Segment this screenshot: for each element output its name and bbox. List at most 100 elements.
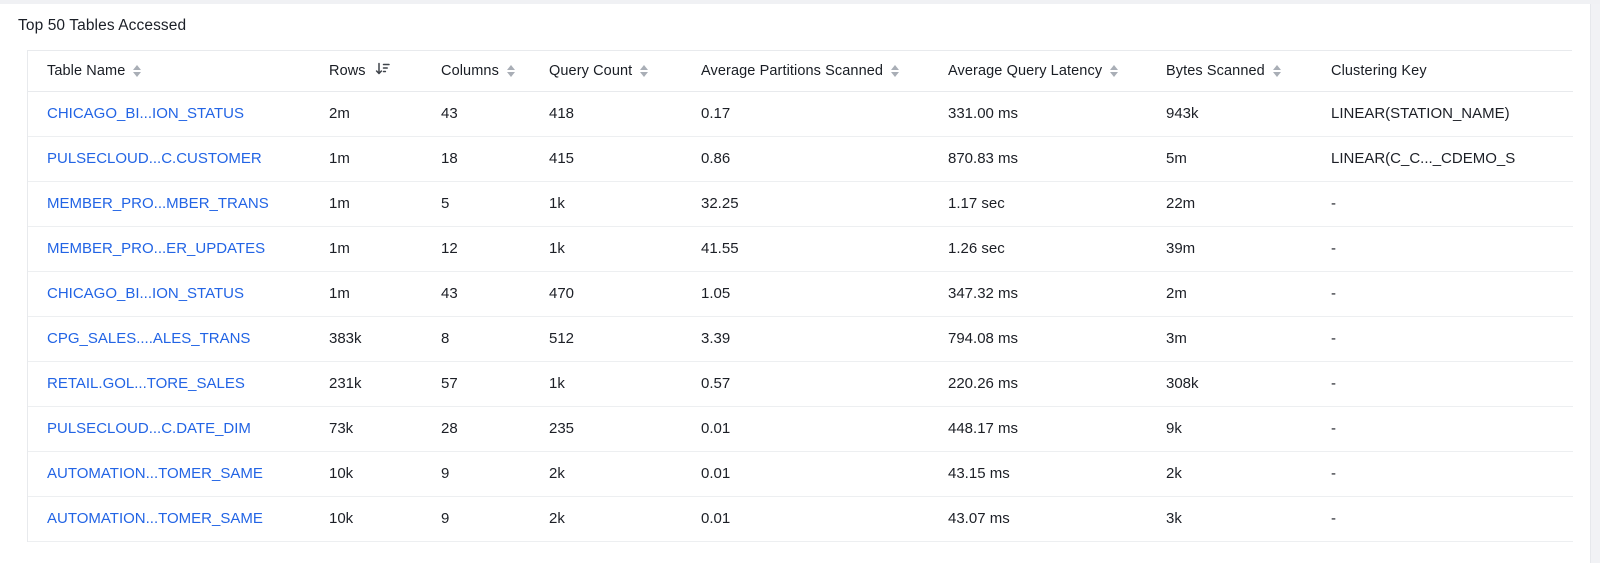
column-header-columns[interactable]: Columns xyxy=(422,51,530,92)
cell-rows: 383k xyxy=(310,316,422,362)
table-row: MEMBER_PRO...MBER_TRANS 1m 5 1k 32.25 1.17 se… xyxy=(28,181,1573,227)
cell-clustering_key: - xyxy=(1312,181,1573,227)
column-header-label: Table Name xyxy=(47,62,126,79)
cell-avg_partitions_scanned: 0.17 xyxy=(682,91,929,137)
table-name-link[interactable]: PULSECLOUD...C.CUSTOMER xyxy=(47,150,262,167)
table-name-link[interactable]: MEMBER_PRO...MBER_TRANS xyxy=(47,195,269,212)
cell-query_count: 415 xyxy=(530,136,682,182)
column-header-avg_partitions_scanned[interactable]: Average Partitions Scanned xyxy=(682,51,929,92)
cell-table_name: MEMBER_PRO...ER_UPDATES xyxy=(28,226,310,272)
cell-avg_partitions_scanned: 3.39 xyxy=(682,316,929,362)
cell-columns: 9 xyxy=(422,496,530,542)
cell-avg_query_latency: 1.26 sec xyxy=(929,226,1147,272)
table-name-link[interactable]: CPG_SALES....ALES_TRANS xyxy=(47,330,251,347)
cell-bytes_scanned: 9k xyxy=(1147,406,1312,452)
cell-columns: 9 xyxy=(422,451,530,497)
cell-table_name: MEMBER_PRO...MBER_TRANS xyxy=(28,181,310,227)
column-header-label: Average Query Latency xyxy=(948,62,1103,79)
cell-bytes_scanned: 2k xyxy=(1147,451,1312,497)
table-name-link[interactable]: PULSECLOUD...C.DATE_DIM xyxy=(47,420,251,437)
cell-query_count: 1k xyxy=(530,361,682,407)
column-header-label: Bytes Scanned xyxy=(1166,62,1265,79)
cell-clustering_key: - xyxy=(1312,271,1573,317)
cell-rows: 1m xyxy=(310,181,422,227)
cell-rows: 1m xyxy=(310,136,422,182)
table-name-link[interactable]: CHICAGO_BI...ION_STATUS xyxy=(47,105,244,122)
cell-avg_partitions_scanned: 32.25 xyxy=(682,181,929,227)
table-row: AUTOMATION...TOMER_SAME 10k 9 2k 0.01 43.07 m… xyxy=(28,496,1573,542)
cell-clustering_key: LINEAR(C_C..._CDEMO_S xyxy=(1312,136,1573,182)
cell-avg_query_latency: 870.83 ms xyxy=(929,136,1147,182)
sort-toggle-icon[interactable] xyxy=(1110,64,1119,77)
sort-toggle-icon[interactable] xyxy=(1272,64,1281,77)
tables-accessed-table: Table Name Rows Columns Query Count Average … xyxy=(27,50,1573,542)
cell-bytes_scanned: 39m xyxy=(1147,226,1312,272)
scrollbar-track[interactable] xyxy=(1590,4,1600,563)
cell-query_count: 1k xyxy=(530,181,682,227)
cell-table_name: AUTOMATION...TOMER_SAME xyxy=(28,496,310,542)
table-name-link[interactable]: CHICAGO_BI...ION_STATUS xyxy=(47,285,244,302)
cell-bytes_scanned: 943k xyxy=(1147,91,1312,137)
sort-descending-icon[interactable] xyxy=(374,61,390,81)
cell-query_count: 2k xyxy=(530,451,682,497)
cell-table_name: CPG_SALES....ALES_TRANS xyxy=(28,316,310,362)
cell-avg_partitions_scanned: 0.01 xyxy=(682,496,929,542)
table-name-link[interactable]: AUTOMATION...TOMER_SAME xyxy=(47,465,263,482)
cell-columns: 57 xyxy=(422,361,530,407)
column-header-label: Columns xyxy=(441,62,499,79)
cell-clustering_key: - xyxy=(1312,451,1573,497)
cell-bytes_scanned: 3k xyxy=(1147,496,1312,542)
panel-top-edge xyxy=(0,0,1600,4)
cell-avg_query_latency: 220.26 ms xyxy=(929,361,1147,407)
cell-avg_partitions_scanned: 0.01 xyxy=(682,451,929,497)
cell-table_name: PULSECLOUD...C.CUSTOMER xyxy=(28,136,310,182)
cell-rows: 1m xyxy=(310,271,422,317)
cell-rows: 2m xyxy=(310,91,422,137)
cell-table_name: CHICAGO_BI...ION_STATUS xyxy=(28,91,310,137)
cell-bytes_scanned: 3m xyxy=(1147,316,1312,362)
cell-query_count: 2k xyxy=(530,496,682,542)
cell-clustering_key: - xyxy=(1312,361,1573,407)
column-header-table_name[interactable]: Table Name xyxy=(28,51,310,92)
cell-avg_partitions_scanned: 0.01 xyxy=(682,406,929,452)
cell-clustering_key: - xyxy=(1312,226,1573,272)
cell-query_count: 512 xyxy=(530,316,682,362)
cell-avg_query_latency: 794.08 ms xyxy=(929,316,1147,362)
column-header-clustering_key: Clustering Key xyxy=(1312,51,1573,92)
sort-toggle-icon[interactable] xyxy=(891,64,900,77)
column-header-bytes_scanned[interactable]: Bytes Scanned xyxy=(1147,51,1312,92)
cell-table_name: CHICAGO_BI...ION_STATUS xyxy=(28,271,310,317)
cell-rows: 1m xyxy=(310,226,422,272)
cell-rows: 231k xyxy=(310,361,422,407)
sort-toggle-icon[interactable] xyxy=(133,64,142,77)
cell-bytes_scanned: 2m xyxy=(1147,271,1312,317)
cell-avg_partitions_scanned: 1.05 xyxy=(682,271,929,317)
table-row: CHICAGO_BI...ION_STATUS 1m 43 470 1.05 347.32… xyxy=(28,271,1573,317)
sort-toggle-icon[interactable] xyxy=(506,64,515,77)
cell-columns: 8 xyxy=(422,316,530,362)
cell-avg_query_latency: 347.32 ms xyxy=(929,271,1147,317)
table-row: PULSECLOUD...C.CUSTOMER 1m 18 415 0.86 870.83… xyxy=(28,136,1573,182)
cell-bytes_scanned: 308k xyxy=(1147,361,1312,407)
table-row: RETAIL.GOL...TORE_SALES 231k 57 1k 0.57 220.2… xyxy=(28,361,1573,407)
column-header-label: Average Partitions Scanned xyxy=(701,62,884,79)
cell-columns: 5 xyxy=(422,181,530,227)
column-header-rows[interactable]: Rows xyxy=(310,51,422,92)
column-header-avg_query_latency[interactable]: Average Query Latency xyxy=(929,51,1147,92)
cell-avg_query_latency: 1.17 sec xyxy=(929,181,1147,227)
cell-clustering_key: - xyxy=(1312,496,1573,542)
cell-avg_partitions_scanned: 41.55 xyxy=(682,226,929,272)
table-row: CHICAGO_BI...ION_STATUS 2m 43 418 0.17 331.00… xyxy=(28,91,1573,137)
cell-bytes_scanned: 5m xyxy=(1147,136,1312,182)
column-header-query_count[interactable]: Query Count xyxy=(530,51,682,92)
table-name-link[interactable]: MEMBER_PRO...ER_UPDATES xyxy=(47,240,266,257)
cell-query_count: 470 xyxy=(530,271,682,317)
table-row: PULSECLOUD...C.DATE_DIM 73k 28 235 0.01 448.1… xyxy=(28,406,1573,452)
cell-clustering_key: LINEAR(STATION_NAME) xyxy=(1312,91,1573,137)
cell-avg_partitions_scanned: 0.57 xyxy=(682,361,929,407)
cell-clustering_key: - xyxy=(1312,406,1573,452)
table-name-link[interactable]: RETAIL.GOL...TORE_SALES xyxy=(47,375,245,392)
sort-toggle-icon[interactable] xyxy=(640,64,649,77)
cell-rows: 73k xyxy=(310,406,422,452)
table-name-link[interactable]: AUTOMATION...TOMER_SAME xyxy=(47,510,263,527)
